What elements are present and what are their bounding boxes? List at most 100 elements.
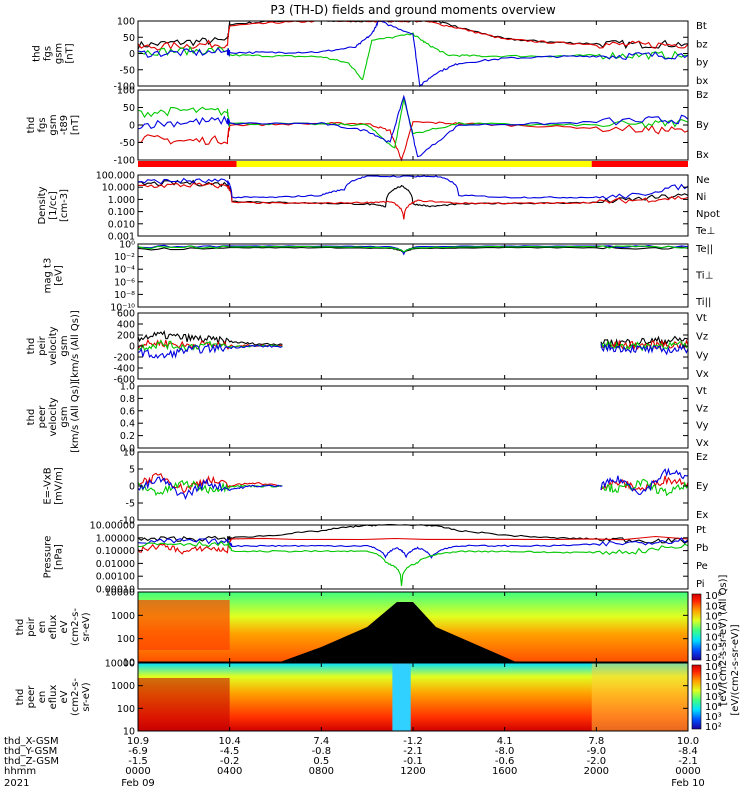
y-tick-label: 10⁻⁴ (114, 265, 135, 276)
y-tick-label: 0.00010 (96, 585, 135, 596)
x-axis-date-start: Feb 09 (121, 778, 155, 789)
y-tick-label: -5 (126, 499, 135, 510)
series-pressure-Pe (138, 540, 689, 586)
x-axis-row-label: thd_Y-GSM (4, 746, 57, 757)
y-tick-label: -100 (113, 82, 135, 93)
legend-density: Te⊥ (695, 226, 715, 237)
legend-density: Npot (696, 209, 720, 220)
panel-frame-temperature (137, 243, 689, 308)
x-axis-value: -6.9 (128, 746, 148, 757)
colorbar-tick: 10⁷ (705, 601, 722, 612)
x-axis-date-end: Feb 10 (671, 778, 705, 789)
colorbar-tick: 10⁵ (705, 692, 722, 703)
colorbar-tick: 10³ (705, 712, 722, 723)
series-peir_velocity-Vx (137, 343, 283, 359)
y-axis-label: sr-eV) (81, 682, 92, 711)
x-axis-value: -2.0 (587, 756, 607, 767)
y-axis-label: eV (59, 690, 70, 703)
legend-fgs_mgse: Bx (696, 150, 709, 161)
series-pressure-Pb (137, 535, 689, 555)
mode-bar-segment (138, 161, 237, 167)
y-tick-label: 0.2 (120, 431, 135, 442)
y-tick-label: 600 (117, 309, 135, 320)
legend-density: Ni (696, 192, 706, 203)
y-axis-label: peer (26, 685, 37, 709)
spectrogram-gap (392, 663, 411, 731)
y-axis-label: en (37, 621, 48, 634)
y-axis-label: [mV/m] (54, 467, 65, 505)
y-tick-label: 0.01000 (96, 559, 135, 570)
y-axis-label: [1/cc] (48, 191, 59, 220)
colorbar-tick: 10⁷ (705, 672, 722, 683)
x-axis-value: -8.0 (495, 746, 515, 757)
y-axis-label: en (37, 691, 48, 704)
y-axis-label: -t89 (59, 115, 70, 135)
y-axis-label: (cm2-s- (70, 608, 81, 646)
legend-peer_velocity: Vx (696, 438, 709, 449)
legend-temperature: Ti⊥ (695, 271, 713, 282)
y-axis-label: thd (15, 619, 26, 636)
y-tick-label: -100 (113, 156, 135, 167)
x-axis-value: -9.0 (587, 746, 607, 757)
legend-peer_velocity: Vz (696, 403, 708, 414)
colorbar-tick: 10⁶ (705, 682, 722, 693)
legend-fgs: bz (696, 39, 708, 50)
y-tick-label: 0 (129, 342, 135, 353)
legend-efield: Ez (696, 452, 708, 463)
x-axis-value: -0.2 (220, 756, 240, 767)
y-tick-label: 0.100 (108, 207, 135, 218)
panel-frame-density (137, 174, 689, 237)
x-axis-value: 1200 (400, 766, 425, 777)
y-axis-label: [cm-3] (59, 189, 70, 222)
legend-pressure: Pi (696, 579, 705, 590)
y-tick-label: 10⁻⁸ (114, 290, 135, 301)
legend-fgs_mgse: Bz (696, 90, 708, 101)
y-axis-label: [nT] (70, 115, 81, 135)
y-tick-label: 100 (117, 634, 135, 645)
y-tick-label: 0 (129, 482, 135, 493)
colorbar-tick: 10³ (705, 643, 722, 654)
x-axis-row-label: thd_X-GSM (4, 736, 59, 747)
y-tick-label: 200 (117, 331, 135, 342)
y-tick-label: 100 (117, 704, 135, 715)
y-axis-label: thd (32, 45, 43, 62)
y-axis-label: mag t3 (43, 258, 54, 294)
colorbar-tick: 10² (705, 653, 722, 664)
colorbar (691, 664, 702, 730)
y-tick-label: 100.000 (96, 171, 135, 182)
y-tick-label: 0.001 (108, 232, 135, 243)
y-axis-label: velocity (48, 397, 59, 436)
y-axis-label: gsm (59, 406, 70, 427)
legend-pressure: Pe (696, 561, 708, 572)
y-tick-label: -10 (119, 516, 135, 527)
y-tick-label: 10.000 (102, 183, 135, 194)
legend-fgs: by (696, 58, 708, 69)
y-axis-label: fgs (37, 117, 48, 132)
x-axis-value: -0.1 (403, 756, 423, 767)
series-peir_velocity-Vx2 (600, 343, 689, 356)
x-axis-value: 0000 (675, 766, 700, 777)
y-axis-label: [eV] (54, 265, 65, 286)
colorbar-tick: 10⁸ (705, 591, 722, 602)
x-axis-value: -2.1 (403, 746, 423, 757)
y-tick-label: 100 (117, 86, 135, 97)
y-axis-label: peer (37, 405, 48, 429)
x-axis-value: 10.0 (677, 736, 699, 747)
y-tick-label: 10⁻⁶ (114, 277, 135, 288)
series-efield-Ex2 (600, 467, 688, 495)
legend-peir_velocity: Vy (696, 350, 709, 361)
y-tick-label: 50 (123, 103, 135, 114)
series-fgs_mgse-By (137, 96, 689, 149)
series-temperature-Ti|| (137, 245, 689, 253)
series-peir_velocity-Vz2 (600, 339, 689, 351)
x-axis-row-label: hhmm (4, 766, 36, 777)
x-axis-value: -1.5 (128, 756, 148, 767)
y-tick-label: -600 (113, 375, 135, 386)
chart-title: P3 (TH-D) fields and ground moments over… (270, 3, 555, 17)
y-axis-label: thd (26, 409, 37, 426)
y-tick-label: 1000 (111, 611, 135, 622)
y-axis-label: thd (26, 338, 37, 355)
y-tick-label: 0.8 (120, 394, 135, 405)
colorbar-label-alt: [eV/(cm2-s-sr-eV) (All Qs)] (718, 574, 729, 705)
x-axis-value: 10.4 (219, 736, 241, 747)
